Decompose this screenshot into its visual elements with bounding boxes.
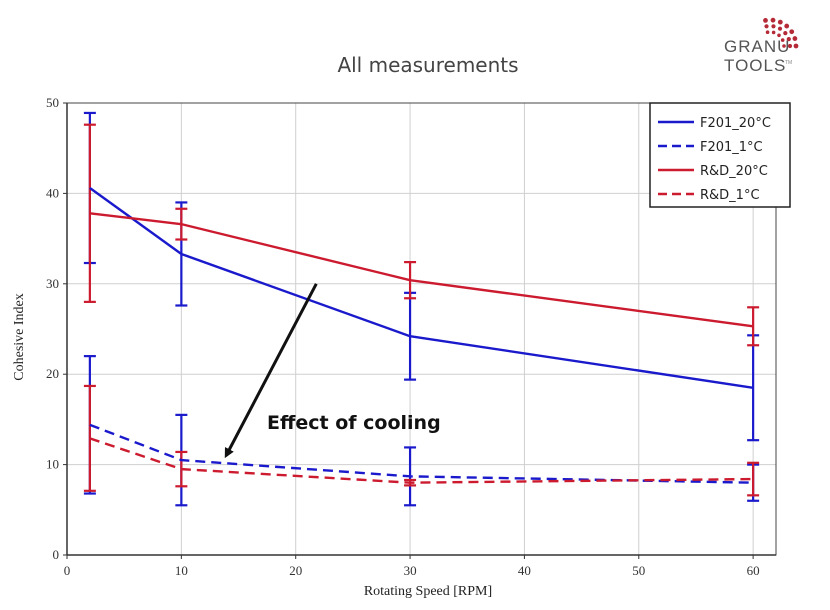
logo-dot xyxy=(786,37,791,42)
y-tick-label: 40 xyxy=(46,185,59,200)
logo-dot xyxy=(765,30,770,35)
logo-dot xyxy=(771,24,776,29)
series-lines xyxy=(89,187,754,484)
x-tick-label: 60 xyxy=(747,563,760,578)
x-tick-label: 0 xyxy=(64,563,71,578)
logo-dot xyxy=(777,33,781,38)
y-tick-label: 50 xyxy=(46,95,59,110)
y-tick-labels: 0 10 20 30 40 50 xyxy=(46,95,67,562)
logo-dots-mark xyxy=(763,17,799,49)
y-tick-label: 20 xyxy=(46,366,59,381)
annotation-text: Effect of cooling xyxy=(267,412,441,434)
series-line xyxy=(89,187,754,389)
legend-label: R&D_20°C xyxy=(700,164,768,179)
legend-entry: F201_1°C xyxy=(658,140,763,155)
legend-label: F201_1°C xyxy=(700,140,763,155)
x-tick-labels: 0 10 20 30 40 50 60 xyxy=(64,555,760,578)
logo-dot xyxy=(763,17,768,23)
logo-dot xyxy=(770,17,776,23)
y-tick-label: 0 xyxy=(53,547,60,562)
x-tick-label: 40 xyxy=(518,563,531,578)
cooling-annotation: Effect of cooling xyxy=(224,283,441,459)
legend: F201_20°C F201_1°C R&D_20°C R&D_1°C xyxy=(649,102,791,208)
legend-entry: R&D_20°C xyxy=(658,164,768,179)
logo-text-line2: TOOLS xyxy=(724,56,786,75)
legend-label: F201_20°C xyxy=(700,116,771,131)
logo-dot xyxy=(784,23,790,29)
annotation-arrow xyxy=(224,283,318,459)
axes xyxy=(66,102,777,556)
series-line xyxy=(89,437,754,484)
x-tick-label: 30 xyxy=(404,563,417,578)
x-tick-label: 10 xyxy=(175,563,188,578)
series-line xyxy=(89,423,754,484)
logo-dot xyxy=(780,38,785,42)
logo-dot xyxy=(771,30,776,35)
logo-dot xyxy=(792,36,798,41)
series-line xyxy=(89,212,754,328)
granutools-logo: GRANU TOOLS TM xyxy=(724,17,799,75)
chart-title: All measurements xyxy=(337,53,518,77)
logo-dot xyxy=(782,44,786,48)
logo-dot xyxy=(777,26,783,31)
x-tick-label: 50 xyxy=(632,563,645,578)
y-tick-label: 30 xyxy=(46,276,59,291)
logo-dot xyxy=(783,31,788,36)
logo-dot xyxy=(787,43,793,49)
logo-dot xyxy=(789,29,795,35)
logo-dot xyxy=(777,19,783,25)
legend-box xyxy=(649,102,791,208)
x-axis-title: Rotating Speed [RPM] xyxy=(364,584,492,599)
logo-dot xyxy=(764,24,769,29)
logo-dot xyxy=(793,43,799,49)
y-tick-label: 10 xyxy=(46,457,59,472)
legend-label: R&D_1°C xyxy=(700,188,760,203)
error-bars xyxy=(83,111,760,507)
y-axis-title: Cohesive Index xyxy=(12,293,27,380)
legend-entry: R&D_1°C xyxy=(658,188,760,203)
x-tick-label: 20 xyxy=(289,563,302,578)
logo-text-line1: GRANU xyxy=(724,37,790,56)
legend-entry: F201_20°C xyxy=(658,116,771,131)
error-bar xyxy=(747,461,760,497)
logo-trademark: TM xyxy=(785,60,792,66)
